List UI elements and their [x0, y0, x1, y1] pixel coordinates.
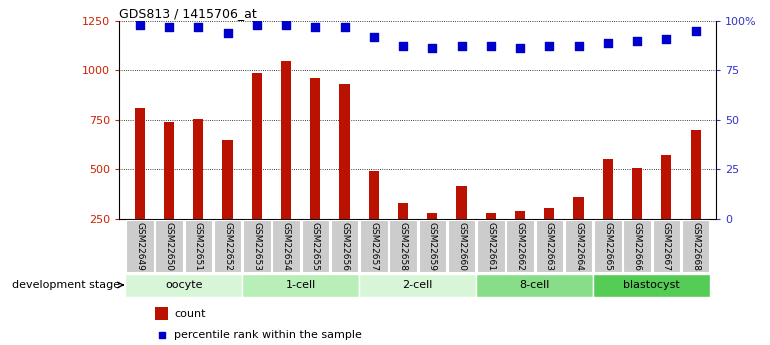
- Point: [543, 44, 555, 49]
- Text: GSM22665: GSM22665: [604, 222, 612, 271]
- Bar: [243, 220, 270, 272]
- Bar: [574, 197, 584, 269]
- Text: blastocyst: blastocyst: [624, 280, 680, 290]
- Bar: [164, 122, 174, 269]
- Point: [134, 22, 146, 28]
- Bar: [390, 220, 417, 272]
- Bar: [632, 168, 642, 269]
- Bar: [302, 220, 329, 272]
- Bar: [419, 220, 446, 272]
- Point: [397, 44, 410, 49]
- Text: GSM22668: GSM22668: [691, 222, 700, 271]
- Text: 1-cell: 1-cell: [286, 280, 316, 290]
- Text: GSM22662: GSM22662: [516, 222, 524, 270]
- Bar: [594, 220, 621, 272]
- Point: [156, 332, 168, 338]
- Point: [192, 24, 205, 29]
- Bar: [624, 220, 651, 272]
- Point: [426, 46, 438, 51]
- Text: percentile rank within the sample: percentile rank within the sample: [174, 330, 362, 340]
- Point: [631, 38, 643, 43]
- Point: [251, 22, 263, 28]
- Bar: [398, 203, 408, 269]
- Text: 2-cell: 2-cell: [403, 280, 433, 290]
- Text: GSM22651: GSM22651: [194, 222, 203, 271]
- Text: development stage: development stage: [12, 280, 120, 290]
- Bar: [593, 274, 710, 297]
- Text: GSM22649: GSM22649: [136, 222, 144, 270]
- Text: GSM22659: GSM22659: [428, 222, 437, 271]
- Text: GSM22663: GSM22663: [545, 222, 554, 271]
- Text: GDS813 / 1415706_at: GDS813 / 1415706_at: [119, 7, 257, 20]
- Point: [484, 44, 497, 49]
- Bar: [310, 78, 320, 269]
- Bar: [360, 220, 387, 272]
- Bar: [369, 171, 379, 269]
- Text: GSM22657: GSM22657: [370, 222, 378, 271]
- Bar: [243, 274, 360, 297]
- Bar: [565, 220, 592, 272]
- Point: [222, 30, 234, 36]
- Text: GSM22652: GSM22652: [223, 222, 232, 270]
- Bar: [477, 220, 504, 272]
- Bar: [156, 307, 169, 320]
- Text: GSM22654: GSM22654: [282, 222, 290, 270]
- Bar: [661, 155, 671, 269]
- Bar: [193, 119, 203, 269]
- Text: GSM22658: GSM22658: [399, 222, 407, 271]
- Bar: [340, 84, 350, 269]
- Bar: [281, 61, 291, 269]
- Bar: [515, 211, 525, 269]
- Point: [514, 46, 526, 51]
- Text: GSM22666: GSM22666: [633, 222, 641, 271]
- Text: GSM22660: GSM22660: [457, 222, 466, 271]
- Text: GSM22653: GSM22653: [253, 222, 261, 271]
- Bar: [273, 220, 300, 272]
- Point: [572, 44, 584, 49]
- Text: count: count: [174, 309, 206, 318]
- Bar: [448, 220, 475, 272]
- Text: GSM22650: GSM22650: [165, 222, 173, 271]
- Point: [310, 24, 322, 29]
- Text: GSM22664: GSM22664: [574, 222, 583, 270]
- Point: [601, 40, 614, 45]
- Text: oocyte: oocyte: [165, 280, 203, 290]
- Bar: [682, 220, 709, 272]
- Bar: [126, 220, 153, 272]
- Bar: [691, 130, 701, 269]
- Point: [339, 24, 351, 29]
- Bar: [360, 274, 476, 297]
- Text: GSM22656: GSM22656: [340, 222, 349, 271]
- Bar: [457, 186, 467, 269]
- Bar: [126, 274, 243, 297]
- Point: [368, 34, 380, 39]
- Bar: [536, 220, 563, 272]
- Bar: [331, 220, 358, 272]
- Point: [280, 22, 293, 28]
- Bar: [603, 159, 613, 269]
- Bar: [135, 108, 145, 269]
- Bar: [156, 220, 182, 272]
- Point: [455, 44, 467, 49]
- Bar: [185, 220, 212, 272]
- Bar: [252, 73, 262, 269]
- Bar: [214, 220, 241, 272]
- Bar: [476, 274, 593, 297]
- Text: GSM22655: GSM22655: [311, 222, 320, 271]
- Text: 8-cell: 8-cell: [520, 280, 550, 290]
- Bar: [653, 220, 680, 272]
- Text: GSM22661: GSM22661: [487, 222, 495, 271]
- Bar: [544, 208, 554, 269]
- Bar: [507, 220, 534, 272]
- Text: GSM22667: GSM22667: [662, 222, 671, 271]
- Point: [163, 24, 176, 29]
- Point: [689, 28, 701, 33]
- Bar: [486, 213, 496, 269]
- Bar: [223, 140, 233, 269]
- Point: [660, 36, 672, 41]
- Bar: [427, 213, 437, 269]
